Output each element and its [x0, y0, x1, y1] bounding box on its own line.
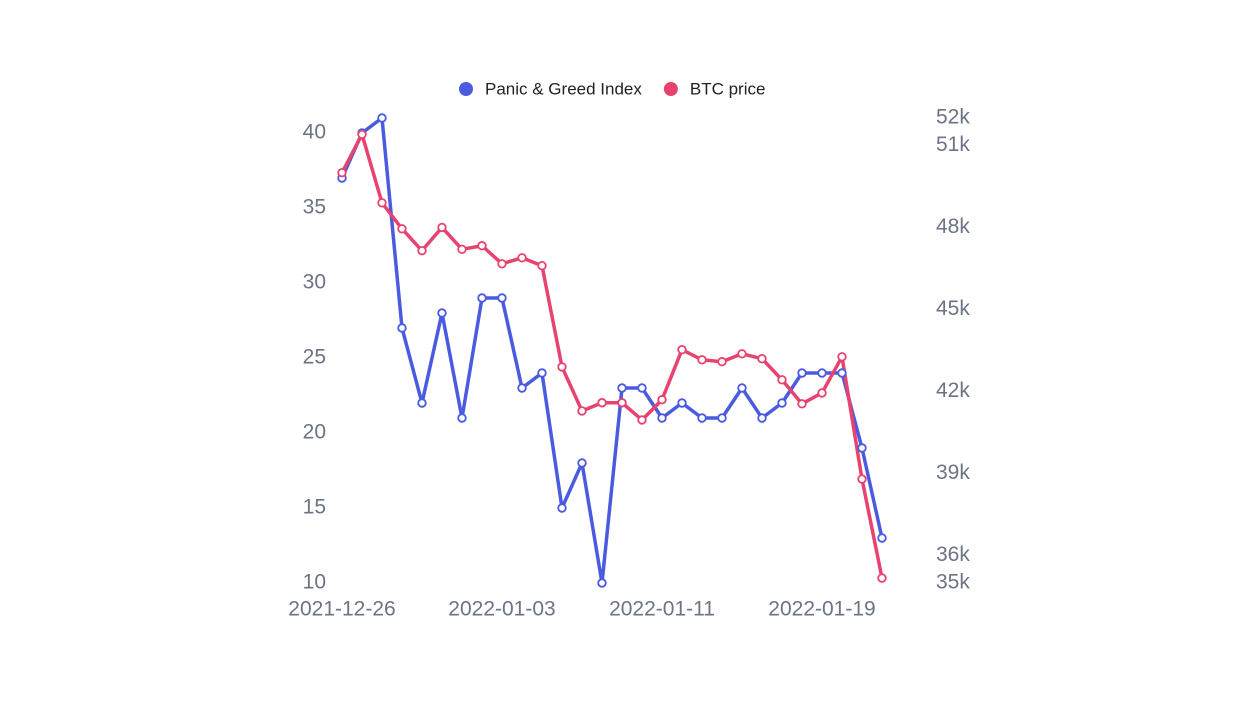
- y2-tick-label: 39k: [936, 461, 970, 484]
- point: [417, 398, 427, 408]
- point: [797, 368, 807, 378]
- point: [817, 368, 827, 378]
- point: [557, 503, 567, 513]
- y2-tick-label: 45k: [936, 297, 970, 320]
- point: [877, 573, 887, 583]
- point: [837, 368, 847, 378]
- x-tick-label: 2022-01-19: [768, 598, 875, 621]
- point: [577, 406, 587, 416]
- y2-tick-label: 42k: [936, 379, 970, 402]
- x-tick-label: 2021-12-26: [288, 598, 395, 621]
- point: [437, 222, 447, 233]
- point: [617, 383, 627, 393]
- point: [497, 259, 507, 269]
- y-tick-label: 20: [303, 421, 326, 444]
- y-tick-label: 40: [303, 121, 326, 144]
- point: [457, 244, 467, 254]
- point: [497, 293, 507, 303]
- point: [877, 533, 887, 543]
- y-tick-label: 15: [303, 496, 326, 519]
- x-tick-label: 2022-01-03: [448, 598, 555, 621]
- point: [397, 323, 407, 333]
- point: [657, 413, 667, 423]
- point: [717, 357, 727, 367]
- point: [677, 344, 687, 355]
- point: [777, 375, 787, 385]
- legend-label: Panic & Greed Index: [485, 79, 642, 98]
- point: [377, 198, 387, 208]
- point: [457, 413, 467, 423]
- point: [777, 398, 787, 408]
- point: [337, 168, 347, 178]
- legend-marker: [459, 82, 473, 96]
- point: [617, 398, 627, 408]
- y2-tick-label: 51k: [936, 133, 970, 156]
- series-line: [340, 132, 884, 579]
- point: [737, 349, 747, 359]
- point: [637, 415, 647, 425]
- point: [537, 261, 547, 271]
- point: [737, 383, 747, 393]
- y2-tick-label: 48k: [936, 215, 970, 238]
- point: [477, 293, 487, 303]
- legend-label: BTC price: [690, 79, 766, 98]
- point: [397, 224, 407, 234]
- x-tick-label: 2022-01-11: [609, 598, 715, 621]
- point: [577, 458, 587, 468]
- series-line: [340, 116, 884, 585]
- point: [857, 474, 867, 484]
- y-tick-label: 35: [303, 196, 326, 219]
- point: [757, 354, 767, 364]
- point: [477, 241, 487, 251]
- point: [597, 578, 607, 588]
- point: [417, 245, 427, 256]
- point: [717, 413, 727, 423]
- point: [357, 129, 367, 140]
- point: [757, 413, 767, 423]
- point: [697, 413, 707, 423]
- point: [817, 388, 827, 398]
- point: [437, 308, 447, 318]
- point: [557, 362, 567, 372]
- y-tick-label: 25: [303, 346, 326, 369]
- y2-tick-label: 52k: [936, 106, 970, 129]
- y-tick-label: 10: [303, 571, 326, 594]
- point: [697, 355, 707, 365]
- point: [637, 383, 647, 393]
- y-tick-label: 30: [303, 271, 326, 294]
- point: [857, 443, 867, 453]
- point: [677, 398, 687, 408]
- y2-tick-label: 35k: [936, 571, 970, 594]
- y2-tick-label: 36k: [936, 543, 970, 566]
- point: [837, 352, 847, 362]
- point: [537, 368, 547, 378]
- point: [797, 399, 807, 409]
- point: [657, 395, 667, 405]
- point: [597, 398, 607, 408]
- legend-marker: [663, 82, 678, 96]
- point: [377, 113, 387, 123]
- point: [517, 383, 527, 393]
- point: [517, 253, 527, 263]
